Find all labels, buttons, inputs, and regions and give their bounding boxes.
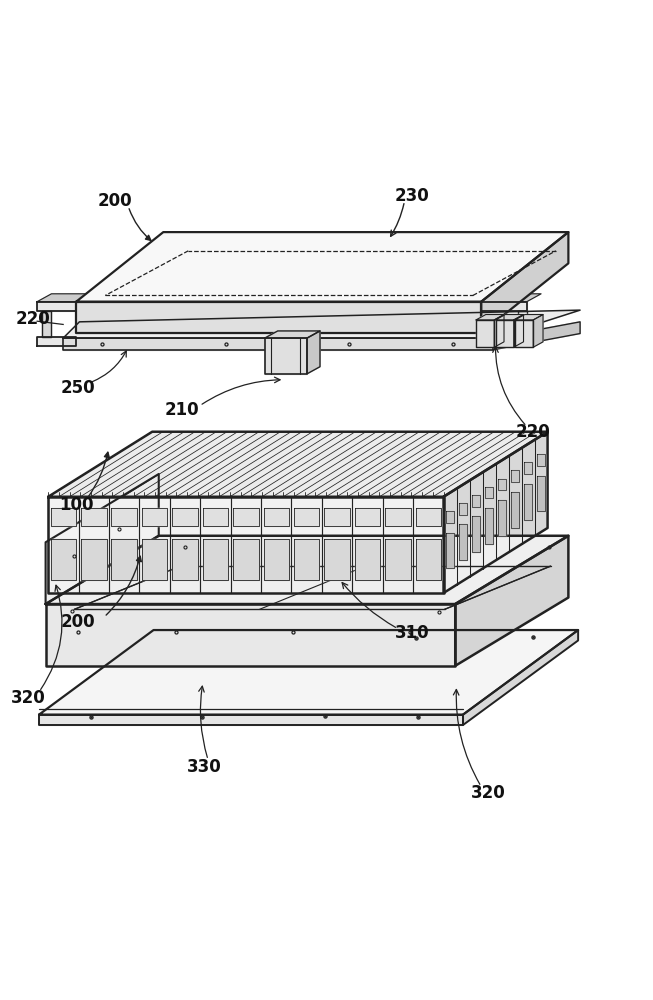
Polygon shape [476,315,504,320]
Polygon shape [63,310,580,338]
Polygon shape [496,315,524,320]
Text: 250: 250 [61,379,95,397]
Polygon shape [524,484,532,520]
Polygon shape [485,508,493,544]
Text: 100: 100 [59,496,93,514]
Text: 230: 230 [395,187,430,205]
Polygon shape [446,511,454,523]
Polygon shape [459,524,467,560]
Polygon shape [443,432,548,593]
Polygon shape [515,315,543,320]
Text: 200: 200 [98,192,133,210]
Polygon shape [51,508,76,526]
Polygon shape [233,508,259,526]
Polygon shape [264,331,320,338]
Text: 220: 220 [516,423,550,441]
Polygon shape [385,539,411,580]
Polygon shape [325,508,350,526]
Polygon shape [355,508,380,526]
Polygon shape [39,630,578,715]
Polygon shape [463,630,578,725]
Polygon shape [142,508,167,526]
Polygon shape [481,337,527,346]
Polygon shape [202,508,229,526]
Polygon shape [515,320,534,347]
Polygon shape [481,302,527,311]
Polygon shape [51,539,76,580]
Polygon shape [514,315,524,347]
Polygon shape [42,311,52,337]
Polygon shape [294,508,319,526]
Polygon shape [493,322,580,350]
Polygon shape [48,497,443,593]
Polygon shape [498,479,506,490]
Polygon shape [455,536,568,666]
Polygon shape [485,487,493,498]
Polygon shape [496,320,514,347]
Polygon shape [264,539,289,580]
Polygon shape [459,503,467,515]
Polygon shape [537,454,545,466]
Polygon shape [325,539,350,580]
Polygon shape [472,495,480,507]
Polygon shape [524,462,532,474]
Text: 320: 320 [11,689,46,707]
Polygon shape [81,508,106,526]
Polygon shape [415,539,441,580]
Polygon shape [142,539,167,580]
Polygon shape [233,539,259,580]
Polygon shape [511,470,519,482]
Polygon shape [498,500,506,536]
Polygon shape [76,232,568,302]
Polygon shape [37,337,76,346]
Polygon shape [355,539,380,580]
Polygon shape [172,539,198,580]
Polygon shape [46,604,455,666]
Polygon shape [48,432,548,497]
Polygon shape [294,539,319,580]
Text: 310: 310 [395,624,430,642]
Polygon shape [37,294,91,302]
Polygon shape [264,338,307,374]
Polygon shape [511,492,519,528]
Polygon shape [476,320,494,347]
Polygon shape [202,539,229,580]
Text: 220: 220 [15,310,50,328]
Text: 200: 200 [61,613,95,631]
Polygon shape [46,536,568,604]
Polygon shape [81,539,106,580]
Polygon shape [534,315,543,347]
Polygon shape [307,331,320,374]
Polygon shape [39,715,463,725]
Text: 210: 210 [165,401,199,419]
Polygon shape [415,508,441,526]
Polygon shape [446,533,454,568]
Polygon shape [172,508,198,526]
Polygon shape [112,508,137,526]
Polygon shape [481,294,541,302]
Polygon shape [518,311,527,337]
Polygon shape [76,302,481,333]
Polygon shape [481,232,568,333]
Polygon shape [472,516,480,552]
Polygon shape [264,508,289,526]
Polygon shape [385,508,411,526]
Text: 320: 320 [470,784,505,802]
Polygon shape [63,338,493,350]
Polygon shape [37,302,76,311]
Polygon shape [46,474,159,604]
Polygon shape [494,315,504,347]
Text: 330: 330 [187,758,221,776]
Polygon shape [537,476,545,511]
Polygon shape [112,539,137,580]
